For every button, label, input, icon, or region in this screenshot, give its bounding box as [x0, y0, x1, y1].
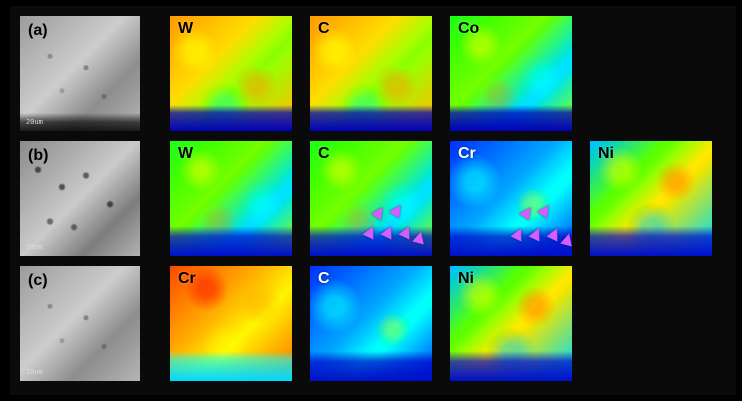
element-label-cr: Cr — [458, 145, 476, 162]
panel-a-c: C 21319918517115714312911510187735945311… — [310, 16, 432, 131]
element-label-w: W — [178, 20, 194, 37]
scale-bar-label: 20um — [26, 369, 43, 377]
element-label-ni: Ni — [458, 270, 474, 287]
panel-b-ni: Ni 1321251181111049790837669625548413427… — [590, 141, 712, 256]
scale-bar-label: 20um — [26, 119, 43, 127]
scale-bar-label: 20um — [26, 244, 43, 252]
substrate-band — [310, 351, 432, 381]
panel-b-w: W 25624022420819217616014412811296806448… — [170, 141, 292, 256]
element-label-co: Co — [458, 20, 480, 37]
substrate-band — [170, 351, 292, 381]
element-label-c: C — [318, 270, 330, 287]
substrate-band — [450, 226, 572, 256]
sem-image — [20, 141, 140, 256]
substrate-band — [450, 351, 572, 381]
panel-b-sem: (b) 3902623258 20um — [20, 141, 140, 256]
row-label-b: (b) — [28, 147, 49, 164]
substrate-band — [450, 105, 572, 131]
element-label-ni: Ni — [598, 145, 614, 162]
panel-b-c: C 1817161514131211109876543 — [310, 141, 432, 256]
substrate-band — [310, 105, 432, 131]
panel-c-cr: Cr 6606205805405004604203803403002602201… — [170, 266, 292, 381]
panel-c-ni: Ni 3773533293052812572332091851611371138… — [450, 266, 572, 381]
sem-bottom-shadow — [20, 113, 140, 131]
substrate-band — [310, 226, 432, 256]
figure-frame: (a) 3650023700 20um W 242227212197182167… — [10, 6, 736, 395]
panel-c-sem: (c) 4433622300 20um — [20, 266, 140, 381]
substrate-band — [590, 226, 712, 256]
element-label-c: C — [318, 20, 330, 37]
row-label-a: (a) — [28, 22, 48, 39]
panel-b-cr: Cr 39363330272421181512963 — [450, 141, 572, 256]
panel-a-sem: (a) 3650023700 20um — [20, 16, 140, 131]
substrate-band — [170, 226, 292, 256]
row-label-c: (c) — [28, 272, 48, 289]
panel-c-c: C 21420118817516214913612311097847158453… — [310, 266, 432, 381]
panel-a-w: W 24222721219718216715213712210792776247… — [170, 16, 292, 131]
element-label-c: C — [318, 145, 330, 162]
substrate-band — [170, 105, 292, 131]
panel-a-co: Co 286264240216192168144120967248240 — [450, 16, 572, 131]
sem-image — [20, 266, 140, 381]
element-label-w: W — [178, 145, 194, 162]
sem-image — [20, 16, 140, 131]
element-label-cr: Cr — [178, 270, 196, 287]
